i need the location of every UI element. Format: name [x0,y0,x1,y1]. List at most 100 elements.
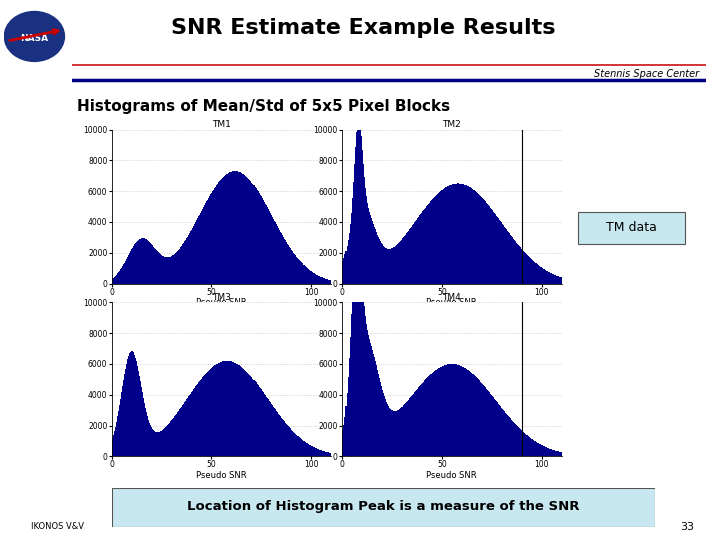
Bar [314,273,315,284]
Bar [273,219,274,284]
Bar [561,278,562,284]
Bar [408,231,409,284]
Bar [253,185,254,284]
Bar [453,364,454,456]
Bar [497,402,498,456]
Bar [151,428,152,456]
Bar [547,448,548,456]
Bar [372,224,374,284]
Bar [172,419,174,456]
Bar [134,355,135,456]
Bar [170,256,171,284]
FancyBboxPatch shape [578,212,685,244]
Bar [446,187,447,284]
Bar [289,248,291,284]
Bar [140,239,141,284]
Bar [546,271,547,284]
Bar [473,374,474,456]
Bar [139,239,140,284]
Bar [469,187,470,284]
Bar [550,273,551,284]
Bar [511,420,512,456]
Bar [391,410,392,456]
Bar [556,451,557,456]
Bar [395,411,397,456]
Bar [356,228,358,456]
Bar [200,380,202,456]
Bar [480,196,481,284]
Bar [505,228,506,284]
Bar [296,256,297,284]
Bar [462,184,463,284]
Bar [245,370,246,456]
Bar [115,275,116,284]
Bar [521,248,522,284]
Bar [412,225,413,284]
Bar [343,258,344,284]
Bar [162,430,163,456]
Bar [325,279,327,284]
Bar [248,374,250,456]
Bar [526,435,527,456]
Title: TM1: TM1 [212,120,231,129]
Bar [330,280,332,284]
Bar [127,257,128,284]
Bar [546,447,547,456]
Bar [515,241,516,284]
Text: Histograms of Mean/Std of 5x5 Pixel Blocks: Histograms of Mean/Std of 5x5 Pixel Bloc… [77,99,450,114]
Bar [473,190,474,284]
Bar [208,370,210,456]
Bar [172,255,174,284]
Bar [449,364,450,456]
Bar [274,409,276,456]
Bar [205,374,207,456]
Bar [506,414,507,456]
Bar [177,251,179,284]
Bar [414,222,415,284]
Bar [233,362,235,456]
Bar [405,233,407,284]
Bar [560,277,561,284]
Bar [150,426,151,456]
Bar [521,430,522,456]
Bar [559,452,560,456]
Bar [168,257,169,284]
Bar [225,175,226,284]
Bar [533,440,534,456]
Bar [220,362,222,456]
Bar [141,387,142,456]
Bar [456,364,458,456]
Bar [291,430,292,456]
Bar [318,449,319,456]
Bar [236,171,238,284]
Bar [472,189,473,284]
Bar [536,442,537,456]
Bar [415,390,417,456]
Bar [428,202,430,284]
Bar [545,270,546,284]
Bar [472,374,473,456]
Bar [459,184,460,284]
Bar [359,125,361,284]
X-axis label: Pseudo SNR: Pseudo SNR [196,471,247,480]
Bar [481,197,482,284]
Bar [518,427,519,456]
Bar [235,171,236,284]
Bar [491,209,492,284]
Bar [497,217,498,284]
Bar [493,212,494,284]
Bar [319,276,320,284]
Bar [475,191,476,284]
Bar [453,184,454,284]
Bar [190,394,192,456]
Bar [527,435,528,456]
Bar [175,253,176,284]
Bar [445,365,446,456]
Bar [327,452,328,456]
Bar [302,265,304,284]
Bar [377,374,379,456]
Bar [300,261,301,284]
Bar [302,441,304,456]
Bar [241,173,243,284]
Bar [204,205,205,284]
